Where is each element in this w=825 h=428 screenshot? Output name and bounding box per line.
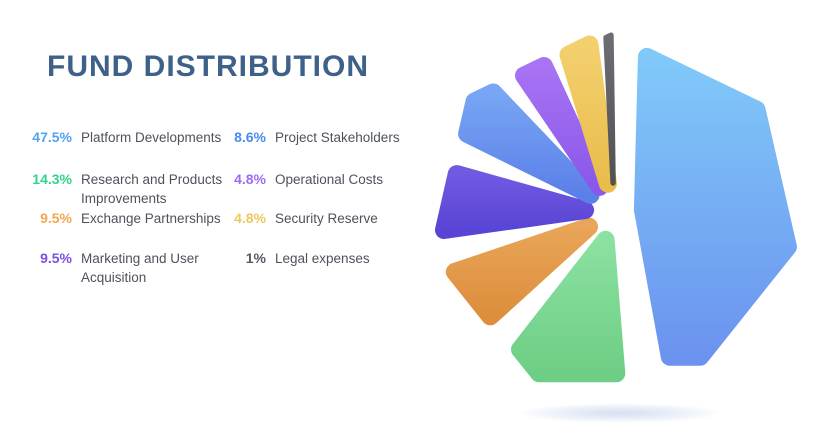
legend-label: Operational Costs: [275, 172, 384, 187]
legend-percent: 14.3%: [32, 171, 72, 187]
legend-label: Exchange Partnerships: [81, 211, 221, 226]
legend-label: Platform Developments: [81, 130, 222, 145]
legend-label: Project Stakeholders: [275, 130, 400, 145]
legend-label: Research and Products Improvements: [81, 172, 223, 206]
pie-slice-project-stakeholders: [458, 83, 600, 204]
legend-percent: 47.5%: [32, 129, 72, 145]
pie-slice-marketing-and-user-acquisition: [435, 165, 595, 239]
legend-percent: 1%: [245, 250, 266, 266]
pie-slice-platform-developments: [633, 47, 797, 366]
legend-item-security-reserve: 4.8% Security Reserve: [228, 209, 428, 228]
legend-item-platform-developments: 47.5% Platform Developments: [24, 128, 232, 147]
legend-item-project-stakeholders: 8.6% Project Stakeholders: [228, 128, 428, 147]
legend-percent: 9.5%: [40, 250, 72, 266]
pie-slice-operational-costs: [515, 57, 609, 196]
pie-slice-exchange-partnerships: [445, 217, 598, 326]
legend-percent: 4.8%: [234, 171, 266, 187]
pie-slice-research-and-products-improvements: [511, 230, 626, 383]
legend-label: Security Reserve: [275, 211, 378, 226]
chart-ground-shadow: [518, 403, 722, 423]
legend-percent: 8.6%: [234, 129, 266, 145]
legend-item-legal-expenses: 1% Legal expenses: [228, 249, 428, 268]
legend-percent: 4.8%: [234, 210, 266, 226]
legend-label: Marketing and User Acquisition: [81, 251, 199, 285]
legend-item-operational-costs: 4.8% Operational Costs: [228, 170, 428, 189]
legend-item-exchange-partnerships: 9.5% Exchange Partnerships: [24, 209, 232, 228]
legend-item-marketing-and-user-acquisition: 9.5% Marketing and User Acquisition: [24, 249, 232, 287]
legend-percent: 9.5%: [40, 210, 72, 226]
page-title: FUND DISTRIBUTION: [47, 50, 369, 83]
legend-item-research-and-products-improvements: 14.3% Research and Products Improvements: [24, 170, 232, 208]
pie-slice-security-reserve: [559, 35, 617, 193]
legend-label: Legal expenses: [275, 251, 370, 266]
pie-slice-legal-expenses: [603, 32, 616, 186]
